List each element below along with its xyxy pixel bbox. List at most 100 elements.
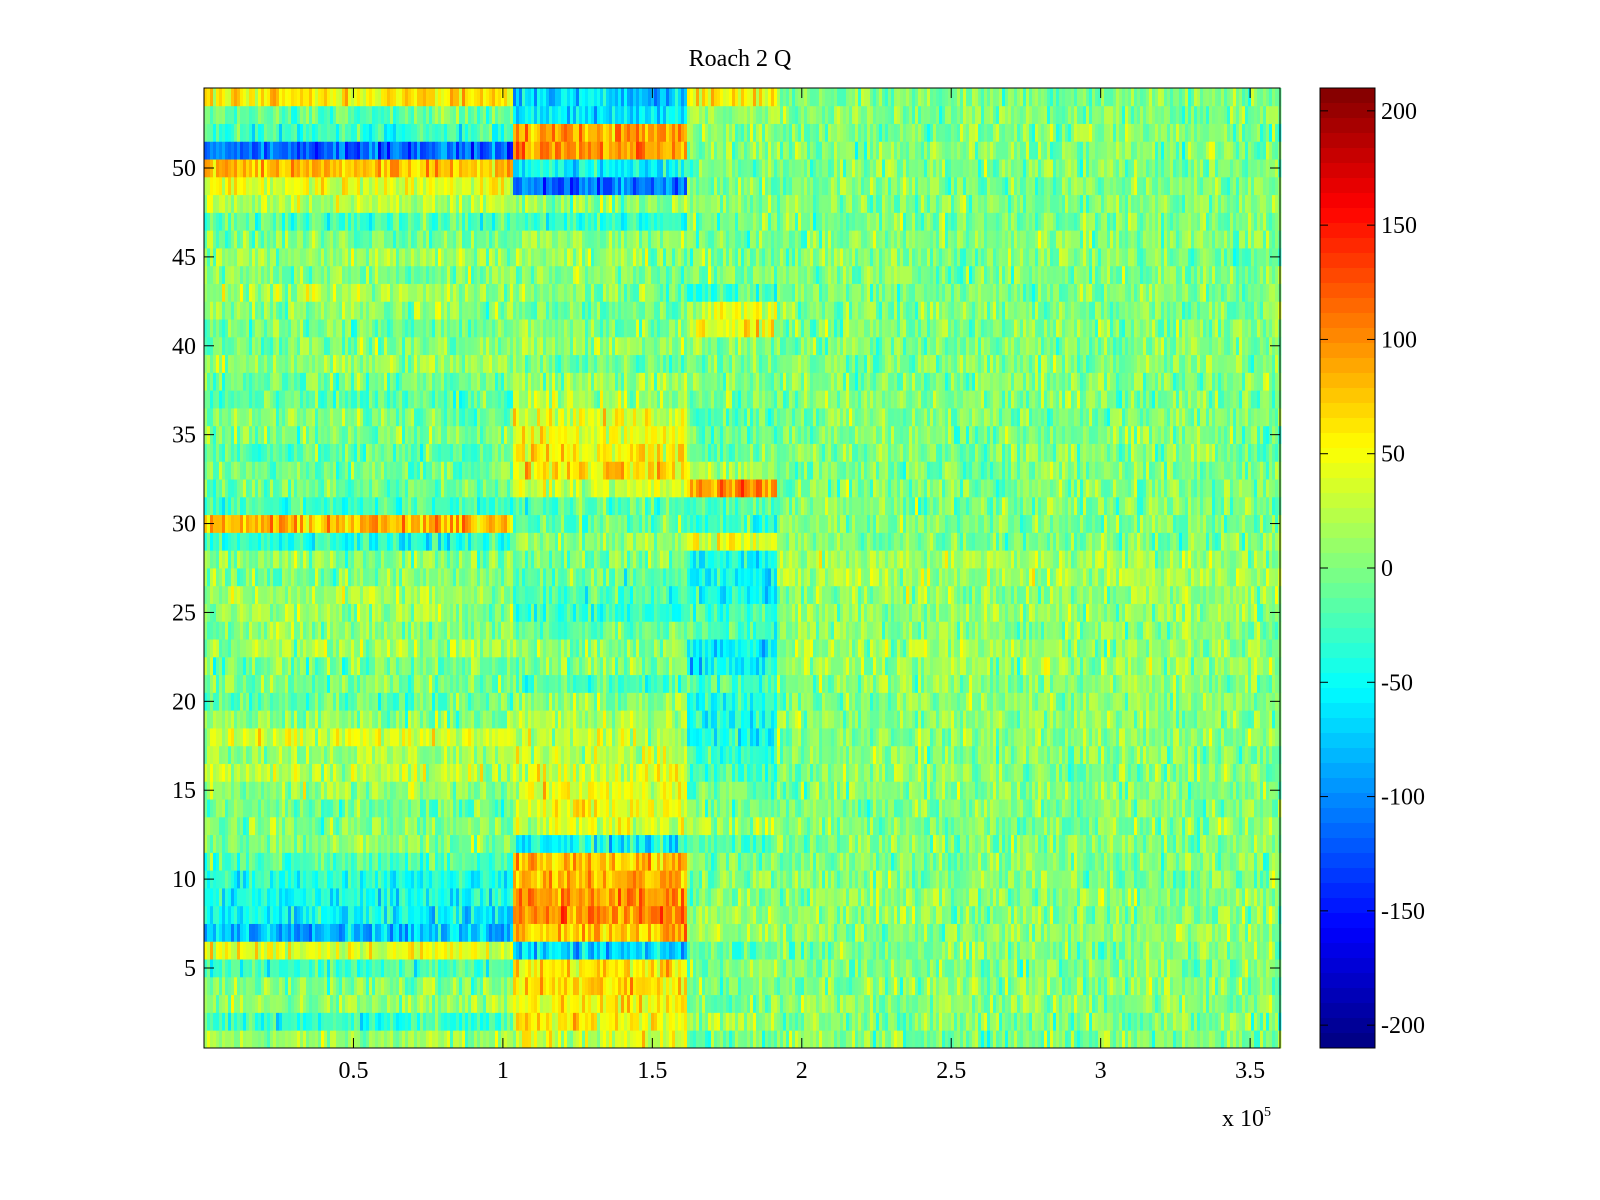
heatmap-cell (429, 834, 433, 853)
heatmap-cell (867, 959, 871, 978)
heatmap-cell (717, 852, 721, 871)
heatmap-cell (243, 941, 247, 960)
heatmap-cell (792, 994, 796, 1013)
heatmap-cell (1137, 852, 1141, 871)
heatmap-cell (426, 816, 430, 836)
heatmap-cell (390, 994, 394, 1013)
heatmap-cell (306, 1012, 310, 1031)
heatmap-cell (714, 959, 718, 978)
heatmap-cell (477, 941, 481, 960)
heatmap-cell (696, 816, 700, 836)
heatmap-cell (1161, 799, 1165, 818)
heatmap-cell (276, 816, 280, 836)
heatmap-cell (702, 1012, 706, 1031)
heatmap-cell (1203, 816, 1207, 836)
heatmap-cell (798, 923, 802, 942)
heatmap-cell (1212, 994, 1216, 1013)
heatmap-cell (795, 1012, 799, 1031)
heatmap-cell (1092, 941, 1096, 960)
heatmap-cell (447, 1030, 451, 1049)
heatmap-cell (768, 994, 772, 1013)
heatmap-cell (1164, 834, 1168, 853)
heatmap-cell (273, 905, 277, 924)
heatmap-cell (558, 1012, 562, 1031)
heatmap-cell (1005, 816, 1009, 836)
heatmap-cell (891, 923, 895, 942)
heatmap-cell (609, 870, 613, 889)
heatmap-cell (246, 816, 250, 836)
heatmap-cell (984, 799, 988, 818)
heatmap-cell (717, 1012, 721, 1031)
heatmap-cell (1095, 959, 1099, 978)
heatmap-cell (285, 941, 289, 960)
heatmap-cell (1185, 959, 1189, 978)
heatmap-cell (684, 959, 688, 978)
heatmap-cell (939, 923, 943, 942)
heatmap-cell (336, 888, 340, 907)
heatmap-cell (960, 959, 964, 978)
heatmap-cell (477, 816, 481, 836)
heatmap-cell (1068, 941, 1072, 960)
heatmap-cell (678, 799, 682, 818)
heatmap-cell (771, 888, 775, 907)
heatmap-cell (474, 834, 478, 853)
heatmap-cell (390, 923, 394, 942)
heatmap-cell (978, 888, 982, 907)
heatmap-cell (234, 834, 238, 853)
heatmap-cell (864, 870, 868, 889)
heatmap-cell (249, 870, 253, 889)
heatmap-cell (1272, 888, 1276, 907)
heatmap-cell (948, 870, 952, 889)
heatmap-cell (1242, 816, 1246, 836)
heatmap-cell (258, 994, 262, 1013)
heatmap-cell (633, 1030, 637, 1049)
heatmap-cell (942, 888, 946, 907)
heatmap-cell (672, 905, 676, 924)
heatmap-cell (936, 799, 940, 818)
heatmap-cell (912, 1012, 916, 1031)
heatmap-cell (1182, 976, 1186, 996)
heatmap-cell (375, 834, 379, 853)
heatmap-cell (1233, 888, 1237, 907)
heatmap-cell (1095, 870, 1099, 889)
heatmap-cell (837, 1030, 841, 1049)
heatmap-cell (894, 870, 898, 889)
heatmap-cell (324, 852, 328, 871)
heatmap-cell (567, 976, 571, 996)
heatmap-cell (1221, 941, 1225, 960)
heatmap-cell (369, 923, 373, 942)
heatmap-cell (1203, 870, 1207, 889)
heatmap-cell (534, 923, 538, 942)
heatmap-cell (336, 923, 340, 942)
heatmap-cell (354, 852, 358, 871)
heatmap-cell (834, 870, 838, 889)
heatmap-cell (732, 941, 736, 960)
heatmap-cell (612, 905, 616, 924)
heatmap-cell (903, 834, 907, 853)
heatmap-cell (579, 976, 583, 996)
heatmap-cell (741, 976, 745, 996)
heatmap-cell (324, 905, 328, 924)
heatmap-cell (987, 923, 991, 942)
heatmap-cell (531, 976, 535, 996)
heatmap-cell (321, 799, 325, 818)
heatmap-cell (1254, 959, 1258, 978)
heatmap-cell (906, 941, 910, 960)
heatmap-cell (363, 816, 367, 836)
heatmap-cell (567, 1030, 571, 1049)
heatmap-cell (870, 816, 874, 836)
heatmap-cell (720, 1012, 724, 1031)
heatmap-cell (765, 959, 769, 978)
heatmap-cell (1203, 941, 1207, 960)
heatmap-cell (531, 799, 535, 818)
heatmap-cell (687, 816, 691, 836)
heatmap-cell (363, 905, 367, 924)
heatmap-cell (723, 888, 727, 907)
heatmap-cell (1218, 870, 1222, 889)
heatmap-cell (1014, 870, 1018, 889)
heatmap-cell (645, 1012, 649, 1031)
heatmap-cell (927, 834, 931, 853)
heatmap-cell (1053, 870, 1057, 889)
heatmap-cell (1062, 941, 1066, 960)
heatmap-cell (222, 870, 226, 889)
